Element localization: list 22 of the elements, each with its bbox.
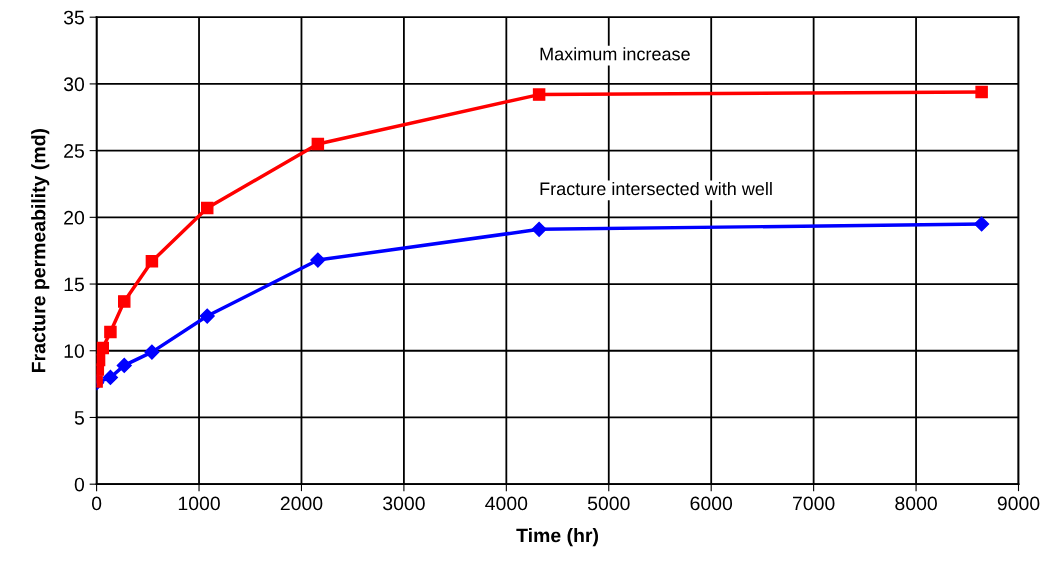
x-tick-label: 9000 [997, 496, 1040, 511]
series-label: Fracture intersected with well [540, 181, 772, 196]
y-tick-label: 20 [64, 210, 85, 225]
x-tick-label: 1000 [178, 496, 220, 511]
x-tick-label: 0 [91, 496, 102, 511]
x-tick-label: 8000 [895, 496, 937, 511]
x-tick-label: 4000 [485, 496, 528, 511]
series-label: Maximum increase [540, 47, 690, 61]
y-tick-label: 30 [63, 77, 85, 92]
x-axis-title: Time (hr) [516, 528, 598, 547]
x-tick-label: 7000 [793, 496, 835, 511]
x-tick-label: 6000 [690, 496, 733, 511]
y-axis-title: Fracture permeability (md) [31, 129, 50, 373]
y-tick-label: 15 [64, 277, 84, 292]
y-tick-label: 25 [64, 144, 84, 158]
x-tick-label: 5000 [587, 496, 630, 511]
x-tick-label: 2000 [280, 496, 323, 511]
x-tick-label: 3000 [383, 496, 425, 511]
y-tick-label: 10 [64, 344, 85, 358]
y-tick-label: 5 [74, 411, 84, 425]
y-tick-label: 35 [63, 10, 84, 25]
y-tick-label: 0 [74, 477, 85, 492]
